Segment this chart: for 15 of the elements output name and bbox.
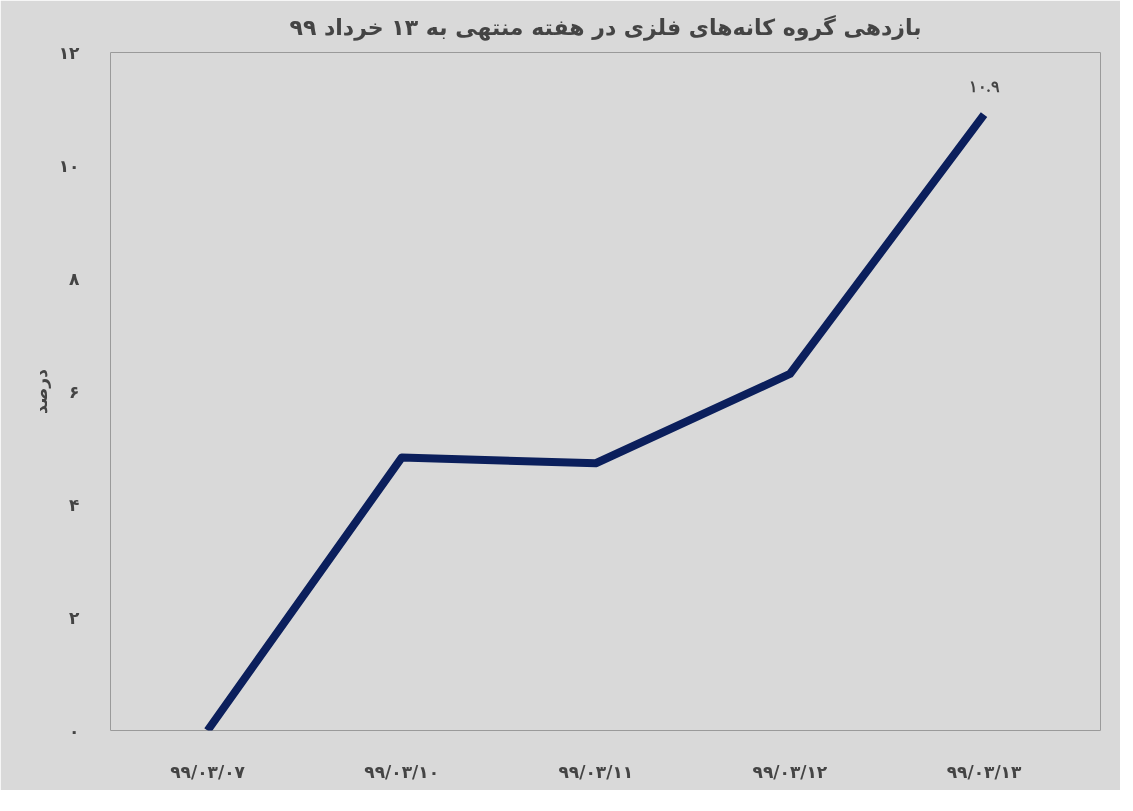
x-tick-label: ۹۹/۰۳/۱۲ [752, 761, 828, 782]
data-label: ۱۰.۹ [968, 77, 1000, 95]
y-tick-label: ۱۲ [58, 42, 81, 63]
x-tick-label: ۹۹/۰۳/۱۰ [364, 761, 440, 782]
y-tick-label: ۶ [69, 381, 80, 402]
y-tick-label: ۴ [69, 494, 80, 515]
y-axis-title: درصد [30, 368, 51, 414]
y-tick-label: ۲ [69, 607, 81, 628]
x-tick-label: ۹۹/۰۳/۱۳ [946, 761, 1022, 782]
y-tick-label: ۰ [69, 720, 80, 741]
y-tick-label: ۸ [69, 268, 81, 289]
x-tick-label: ۹۹/۰۳/۰۷ [170, 761, 246, 782]
chart-title: بازدهی گروه کانه‌های فلزی در هفته منتهی به ۱۳ خرداد ۹۹ [289, 14, 922, 41]
y-tick-label: ۱۰ [58, 155, 80, 176]
x-tick-label: ۹۹/۰۳/۱۱ [558, 761, 634, 782]
